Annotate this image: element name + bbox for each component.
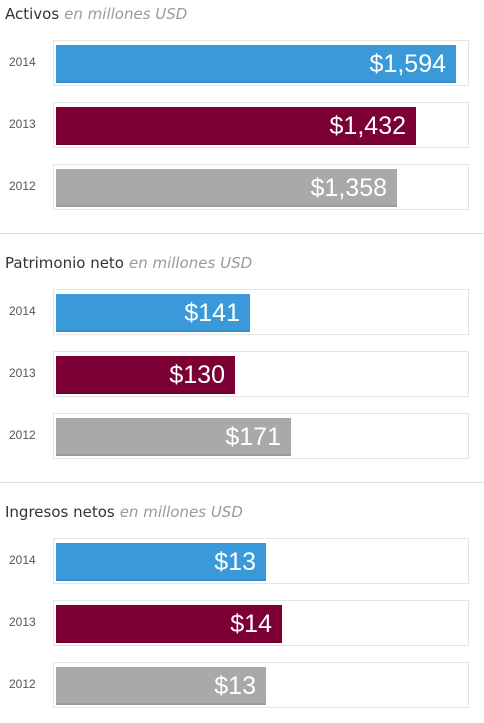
chart-section-net-equity: Patrimonio neto en millones USD 2014 $141 20… bbox=[0, 254, 484, 474]
category-label: 2013 bbox=[9, 117, 36, 131]
bar-row-2013: 2013 $1,432 bbox=[0, 102, 484, 148]
bar-row-2012: 2012 $171 bbox=[0, 413, 484, 459]
category-label: 2012 bbox=[9, 428, 36, 442]
bar-value-label: $130 bbox=[169, 361, 225, 389]
bar-value-label: $1,358 bbox=[310, 174, 387, 202]
bar-value-label: $1,432 bbox=[329, 112, 406, 140]
bar-track: $13 bbox=[53, 662, 469, 708]
bar-2013: $14 bbox=[56, 605, 282, 643]
chart-unit-subtitle: en millones USD bbox=[64, 5, 188, 23]
bar-row-2012: 2012 $1,358 bbox=[0, 164, 484, 210]
bar-value-label: $171 bbox=[225, 423, 281, 451]
bar-track: $1,432 bbox=[53, 102, 469, 148]
bar-track: $141 bbox=[53, 289, 469, 335]
category-label: 2012 bbox=[9, 179, 36, 193]
bar-track: $171 bbox=[53, 413, 469, 459]
chart-title-text: Patrimonio neto bbox=[5, 254, 124, 272]
bar-2012: $1,358 bbox=[56, 169, 397, 207]
chart-title-text: Activos bbox=[5, 5, 60, 23]
bar-track: $13 bbox=[53, 538, 469, 584]
chart-unit-subtitle: en millones USD bbox=[128, 254, 253, 272]
bar-row-2012: 2012 $13 bbox=[0, 662, 484, 708]
category-label: 2014 bbox=[9, 304, 36, 318]
chart-section-assets: Activos en millones USD 2014 $1,594 2013 $1,4… bbox=[0, 5, 484, 225]
bar-2014: $1,594 bbox=[56, 45, 456, 83]
bar-row-2014: 2014 $141 bbox=[0, 289, 484, 335]
chart-title-text: Ingresos netos bbox=[5, 503, 115, 521]
bar-track: $14 bbox=[53, 600, 469, 646]
category-label: 2012 bbox=[9, 677, 36, 691]
bar-2013: $1,432 bbox=[56, 107, 416, 145]
bar-track: $130 bbox=[53, 351, 469, 397]
category-label: 2013 bbox=[9, 615, 36, 629]
category-label: 2013 bbox=[9, 366, 36, 380]
bar-2012: $13 bbox=[56, 667, 266, 705]
chart-title: Patrimonio neto en millones USD bbox=[5, 254, 252, 272]
bar-row-2013: 2013 $130 bbox=[0, 351, 484, 397]
bar-2013: $130 bbox=[56, 356, 235, 394]
bar-value-label: $13 bbox=[214, 548, 256, 576]
bar-track: $1,594 bbox=[53, 40, 469, 86]
bar-value-label: $1,594 bbox=[369, 50, 446, 78]
chart-title: Activos en millones USD bbox=[5, 5, 187, 23]
bar-row-2014: 2014 $1,594 bbox=[0, 40, 484, 86]
chart-unit-subtitle: en millones USD bbox=[119, 503, 243, 521]
bar-value-label: $141 bbox=[184, 299, 240, 327]
bar-value-label: $13 bbox=[214, 672, 256, 700]
section-divider bbox=[0, 233, 484, 234]
bar-value-label: $14 bbox=[230, 610, 272, 638]
bar-track: $1,358 bbox=[53, 164, 469, 210]
category-label: 2014 bbox=[9, 553, 36, 567]
chart-title: Ingresos netos en millones USD bbox=[5, 503, 243, 521]
section-divider bbox=[0, 482, 484, 483]
bar-2012: $171 bbox=[56, 418, 291, 456]
bar-2014: $141 bbox=[56, 294, 250, 332]
category-label: 2014 bbox=[9, 55, 36, 69]
chart-section-net-income: Ingresos netos en millones USD 2014 $13 2013… bbox=[0, 503, 484, 723]
bar-2014: $13 bbox=[56, 543, 266, 581]
bar-row-2013: 2013 $14 bbox=[0, 600, 484, 646]
bar-row-2014: 2014 $13 bbox=[0, 538, 484, 584]
